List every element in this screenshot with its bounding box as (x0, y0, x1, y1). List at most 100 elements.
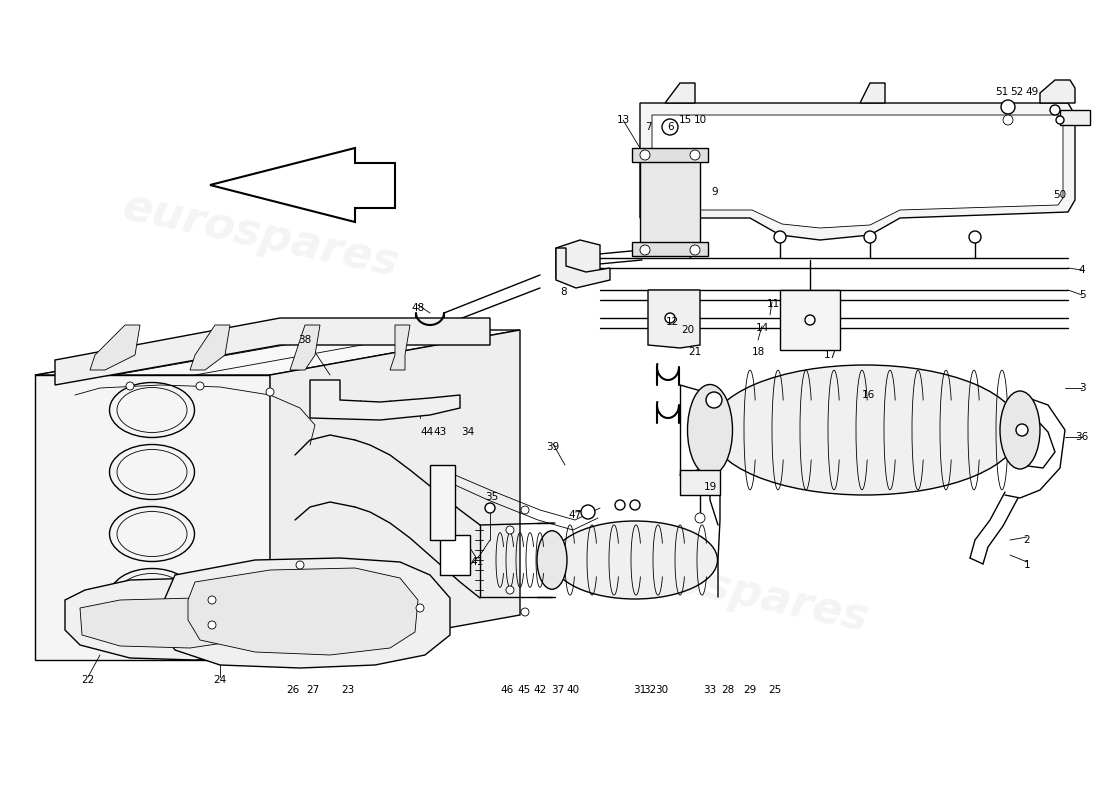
Polygon shape (556, 248, 610, 288)
Text: eurospares: eurospares (118, 185, 403, 286)
Circle shape (1050, 105, 1060, 115)
Polygon shape (290, 325, 320, 370)
Circle shape (506, 586, 514, 594)
Polygon shape (390, 325, 410, 370)
Text: 19: 19 (703, 482, 716, 492)
Text: 46: 46 (500, 685, 514, 695)
Polygon shape (648, 290, 700, 348)
Text: 31: 31 (634, 685, 647, 695)
Text: 39: 39 (547, 442, 560, 452)
Polygon shape (80, 598, 248, 648)
Polygon shape (210, 148, 395, 222)
Text: 48: 48 (411, 303, 425, 313)
Ellipse shape (537, 530, 566, 590)
Circle shape (1003, 115, 1013, 125)
Circle shape (690, 245, 700, 255)
Text: eurospares: eurospares (587, 540, 872, 640)
Circle shape (774, 231, 786, 243)
Text: 2: 2 (1024, 535, 1031, 545)
Circle shape (416, 604, 424, 612)
Text: 14: 14 (756, 323, 769, 333)
Circle shape (126, 382, 134, 390)
Text: 11: 11 (767, 299, 780, 309)
Bar (440, 535, 470, 575)
Polygon shape (640, 155, 700, 250)
Text: 15: 15 (679, 115, 692, 125)
Polygon shape (1060, 110, 1090, 125)
Circle shape (1016, 424, 1028, 436)
Polygon shape (780, 290, 840, 350)
Text: 38: 38 (298, 335, 311, 345)
Circle shape (684, 231, 696, 243)
Text: 23: 23 (341, 685, 354, 695)
Polygon shape (90, 325, 140, 370)
Polygon shape (65, 578, 265, 660)
Polygon shape (188, 568, 418, 655)
Polygon shape (160, 558, 450, 668)
Text: 20: 20 (681, 325, 694, 335)
Ellipse shape (552, 521, 717, 599)
Polygon shape (270, 330, 520, 660)
Text: 37: 37 (551, 685, 564, 695)
Text: 26: 26 (286, 685, 299, 695)
Text: 41: 41 (471, 557, 484, 567)
Circle shape (695, 513, 705, 523)
Circle shape (581, 505, 595, 519)
Text: 51: 51 (996, 87, 1009, 97)
Polygon shape (35, 330, 520, 375)
Text: 29: 29 (744, 685, 757, 695)
Text: 52: 52 (1011, 87, 1024, 97)
Circle shape (1056, 116, 1064, 124)
Text: 49: 49 (1025, 87, 1038, 97)
Text: 47: 47 (569, 510, 582, 520)
Circle shape (615, 500, 625, 510)
Text: 12: 12 (666, 317, 679, 327)
Polygon shape (640, 103, 1075, 240)
Text: 16: 16 (861, 390, 875, 400)
Text: 7: 7 (645, 122, 651, 132)
Text: 18: 18 (751, 347, 764, 357)
Circle shape (640, 150, 650, 160)
Circle shape (506, 526, 514, 534)
Text: 3: 3 (1079, 383, 1086, 393)
Text: 34: 34 (461, 427, 474, 437)
Polygon shape (680, 470, 720, 495)
Text: 22: 22 (81, 675, 95, 685)
Circle shape (864, 231, 876, 243)
Circle shape (666, 313, 675, 323)
Circle shape (521, 506, 529, 514)
Text: 45: 45 (517, 685, 530, 695)
Circle shape (1001, 100, 1015, 114)
Text: 35: 35 (485, 492, 498, 502)
Circle shape (208, 621, 216, 629)
Polygon shape (55, 318, 490, 385)
Polygon shape (632, 148, 708, 162)
Ellipse shape (688, 385, 733, 475)
Text: 50: 50 (1054, 190, 1067, 200)
Text: 8: 8 (561, 287, 568, 297)
Polygon shape (190, 325, 230, 370)
Text: 36: 36 (1076, 432, 1089, 442)
Text: 17: 17 (824, 350, 837, 360)
Text: 43: 43 (433, 427, 447, 437)
Circle shape (630, 500, 640, 510)
Circle shape (640, 245, 650, 255)
Text: 10: 10 (693, 115, 706, 125)
Text: 25: 25 (769, 685, 782, 695)
Circle shape (208, 596, 216, 604)
Text: 24: 24 (213, 675, 227, 685)
Text: 9: 9 (712, 187, 718, 197)
Circle shape (266, 388, 274, 396)
Polygon shape (556, 240, 600, 285)
Text: 13: 13 (616, 115, 629, 125)
Text: 32: 32 (644, 685, 657, 695)
Circle shape (485, 503, 495, 513)
Polygon shape (1040, 80, 1075, 103)
Polygon shape (632, 242, 708, 256)
Text: 44: 44 (420, 427, 433, 437)
Text: 30: 30 (656, 685, 669, 695)
Text: 1: 1 (1024, 560, 1031, 570)
Polygon shape (860, 83, 886, 103)
Polygon shape (652, 115, 1063, 228)
Polygon shape (430, 465, 455, 540)
